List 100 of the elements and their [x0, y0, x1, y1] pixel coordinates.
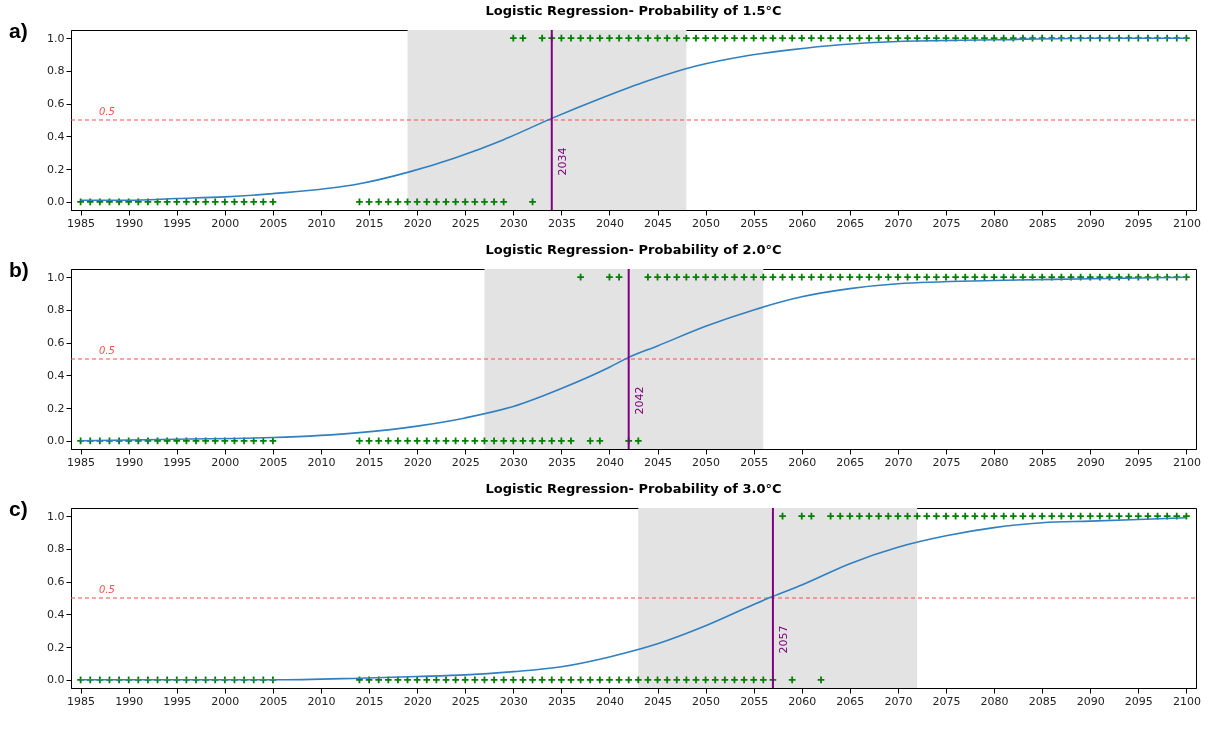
y-tick-label: 0.4 — [47, 607, 65, 621]
x-tick-label: 2085 — [1028, 216, 1057, 230]
x-tick-label: 2030 — [499, 694, 528, 708]
text: c) — [9, 497, 28, 520]
y-tick-label: 0.0 — [47, 673, 65, 687]
y-tick-label: 1.0 — [47, 31, 65, 45]
x-tick-label: 2100 — [1172, 694, 1201, 708]
chart-title: Logistic Regression- Probability of 3.0°C — [485, 481, 782, 496]
y-tick-label: 0.6 — [47, 575, 65, 589]
x-tick-label: 2075 — [932, 455, 961, 469]
y-tick-label: 1.0 — [47, 509, 65, 523]
x-tick-label: 2080 — [980, 694, 1009, 708]
x-tick-label: 2075 — [932, 216, 961, 230]
x-tick-label: 1985 — [67, 216, 96, 230]
ref-line-label: 2034 — [555, 147, 569, 176]
y-tick-label: 0.4 — [47, 129, 65, 143]
ref-line-label: 2042 — [632, 386, 646, 415]
x-tick-label: 2085 — [1028, 694, 1057, 708]
x-tick-label: 2045 — [644, 216, 673, 230]
x-tick-label: 2065 — [836, 455, 865, 469]
x-tick-label: 1990 — [115, 455, 144, 469]
x-tick-label: 2015 — [355, 694, 384, 708]
x-tick-label: 1995 — [163, 455, 192, 469]
x-tick-label: 2030 — [499, 216, 528, 230]
x-tick-label: 2000 — [211, 455, 240, 469]
x-tick-label: 2025 — [451, 694, 480, 708]
x-tick-label: 2055 — [740, 216, 769, 230]
x-tick-label: 2020 — [403, 216, 432, 230]
x-tick-label: 2065 — [836, 216, 865, 230]
x-tick-label: 2005 — [259, 694, 288, 708]
y-tick-label: 0.6 — [47, 97, 65, 111]
x-tick-label: 2015 — [355, 216, 384, 230]
x-tick-label: 2000 — [211, 216, 240, 230]
y-tick-label: 0.8 — [47, 303, 65, 317]
x-tick-label: 2085 — [1028, 455, 1057, 469]
x-tick-label: 2025 — [451, 455, 480, 469]
y-tick-label: 0.0 — [47, 434, 65, 448]
x-tick-label: 2070 — [884, 216, 913, 230]
x-tick-label: 2060 — [788, 694, 817, 708]
x-tick-label: 2095 — [1124, 455, 1153, 469]
y-tick-label: 0.8 — [47, 64, 65, 78]
x-tick-label: 2075 — [932, 694, 961, 708]
y-tick-label: 0.6 — [47, 336, 65, 350]
x-tick-label: 2070 — [884, 455, 913, 469]
y-tick-label: 0.2 — [47, 162, 65, 176]
x-tick-label: 2010 — [307, 216, 336, 230]
x-tick-label: 2035 — [547, 455, 576, 469]
x-tick-label: 2065 — [836, 694, 865, 708]
x-tick-label: 2000 — [211, 694, 240, 708]
x-tick-label: 1995 — [163, 694, 192, 708]
x-tick-label: 2045 — [644, 455, 673, 469]
x-tick-label: 2090 — [1076, 694, 1105, 708]
x-tick-label: 1990 — [115, 694, 144, 708]
x-tick-label: 1985 — [67, 455, 96, 469]
x-tick-label: 2040 — [595, 694, 624, 708]
x-tick-label: 1985 — [67, 694, 96, 708]
x-tick-label: 2010 — [307, 455, 336, 469]
x-tick-label: 1995 — [163, 216, 192, 230]
x-tick-label: 2010 — [307, 694, 336, 708]
x-tick-label: 1990 — [115, 216, 144, 230]
ref-line-label: 0.5 — [99, 106, 115, 117]
x-tick-label: 2100 — [1172, 455, 1201, 469]
y-tick-label: 1.0 — [47, 270, 65, 284]
x-tick-label: 2040 — [595, 455, 624, 469]
x-tick-label: 2050 — [692, 455, 721, 469]
ref-line-label: 0.5 — [99, 584, 115, 595]
text: a) — [9, 19, 28, 42]
text: b) — [9, 258, 29, 281]
x-tick-label: 2005 — [259, 455, 288, 469]
x-tick-label: 2070 — [884, 694, 913, 708]
y-tick-label: 0.0 — [47, 195, 65, 209]
chart-title: Logistic Regression- Probability of 1.5°C — [485, 3, 782, 18]
x-tick-label: 2050 — [692, 216, 721, 230]
x-tick-label: 2030 — [499, 455, 528, 469]
x-tick-label: 2055 — [740, 455, 769, 469]
y-tick-label: 0.2 — [47, 640, 65, 654]
x-tick-label: 2055 — [740, 694, 769, 708]
y-tick-label: 0.8 — [47, 542, 65, 556]
x-tick-label: 2080 — [980, 216, 1009, 230]
x-tick-label: 2020 — [403, 694, 432, 708]
x-tick-label: 2095 — [1124, 694, 1153, 708]
x-tick-label: 2060 — [788, 455, 817, 469]
x-tick-label: 2040 — [595, 216, 624, 230]
x-tick-label: 2095 — [1124, 216, 1153, 230]
chart-title: Logistic Regression- Probability of 2.0°C — [485, 242, 782, 257]
x-tick-label: 2050 — [692, 694, 721, 708]
ref-line-label: 2057 — [776, 625, 790, 654]
y-tick-label: 0.4 — [47, 368, 65, 382]
y-tick-label: 0.2 — [47, 401, 65, 415]
x-tick-label: 2045 — [644, 694, 673, 708]
x-tick-label: 2080 — [980, 455, 1009, 469]
x-tick-label: 2015 — [355, 455, 384, 469]
x-tick-label: 2060 — [788, 216, 817, 230]
x-tick-label: 2020 — [403, 455, 432, 469]
x-tick-label: 2090 — [1076, 455, 1105, 469]
x-tick-label: 2035 — [547, 694, 576, 708]
x-tick-label: 2035 — [547, 216, 576, 230]
x-tick-label: 2100 — [1172, 216, 1201, 230]
x-tick-label: 2005 — [259, 216, 288, 230]
x-tick-label: 2025 — [451, 216, 480, 230]
